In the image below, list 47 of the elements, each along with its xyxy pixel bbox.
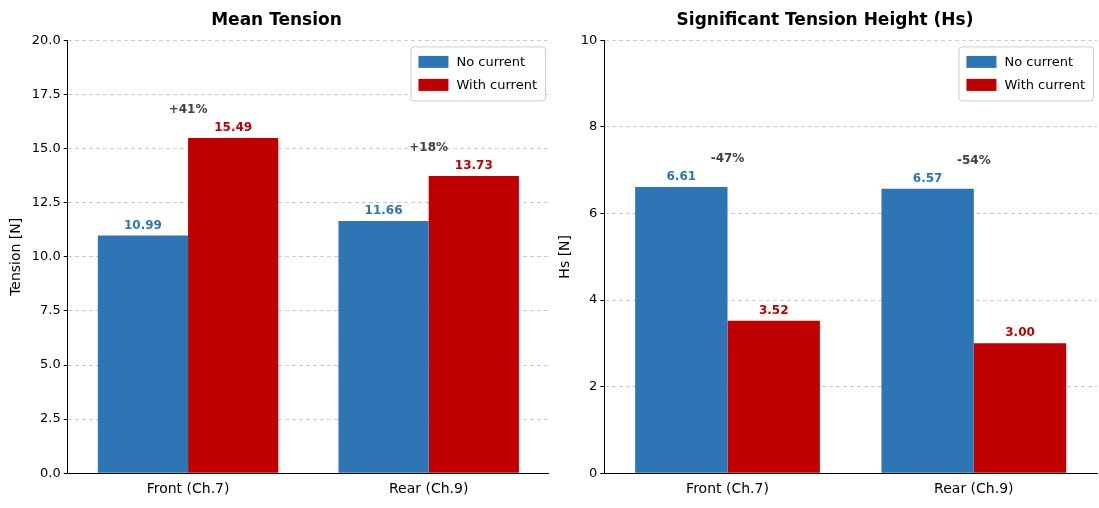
bar (188, 138, 279, 473)
y-tick-label: 8 (589, 118, 598, 134)
bar (338, 220, 429, 473)
bar (727, 320, 820, 473)
y-axis-title: Hs [N] (556, 234, 573, 279)
y-tick-label: 10.0 (31, 248, 61, 264)
data-label: 10.99 (123, 217, 162, 232)
legend-label: With current (456, 77, 537, 93)
legend-label: No current (456, 54, 526, 70)
y-tick-label: 20.0 (31, 31, 61, 47)
x-tick-label: Front (Ch.7) (146, 480, 230, 497)
x-tick-label: Rear (Ch.9) (388, 480, 469, 497)
data-label: 15.49 (214, 120, 253, 135)
data-label: 6.61 (666, 169, 697, 184)
bar (881, 188, 974, 473)
data-label: 13.73 (454, 158, 493, 173)
bar (428, 176, 519, 473)
annotation: +41% (168, 102, 208, 117)
annotation: -47% (710, 151, 745, 166)
y-axis-title: Tension [N] (7, 217, 24, 297)
annotation: -54% (956, 152, 991, 167)
chart-title: Mean Tension (211, 8, 342, 29)
y-tick-label: 17.5 (31, 85, 61, 101)
bar (635, 187, 728, 473)
data-label: 3.00 (1005, 325, 1035, 340)
y-tick-label: 7.5 (40, 302, 61, 318)
y-tick-label: 10 (580, 31, 598, 47)
x-tick-label: Rear (Ch.9) (934, 480, 1014, 497)
legend-label: No current (1004, 54, 1074, 70)
bar (97, 235, 189, 473)
x-tick-label: Front (Ch.7) (686, 480, 769, 497)
annotation: +18% (409, 140, 449, 155)
legend-label: With current (1004, 77, 1085, 93)
bar (973, 343, 1067, 473)
y-tick-label: 4 (589, 291, 598, 307)
chart-title: Significant Tension Height (Hs) (676, 8, 974, 29)
y-tick-label: 15.0 (31, 139, 61, 155)
y-tick-label: 6 (589, 204, 598, 220)
y-tick-label: 0 (589, 464, 598, 480)
data-label: 3.52 (758, 302, 789, 317)
y-tick-label: 5.0 (40, 356, 61, 372)
data-label: 6.57 (912, 170, 943, 185)
y-tick-label: 2.5 (40, 410, 61, 426)
y-tick-label: 12.5 (31, 194, 61, 210)
y-tick-label: 2 (589, 378, 598, 394)
data-label: 11.66 (364, 203, 403, 217)
y-tick-label: 0.0 (40, 464, 61, 480)
